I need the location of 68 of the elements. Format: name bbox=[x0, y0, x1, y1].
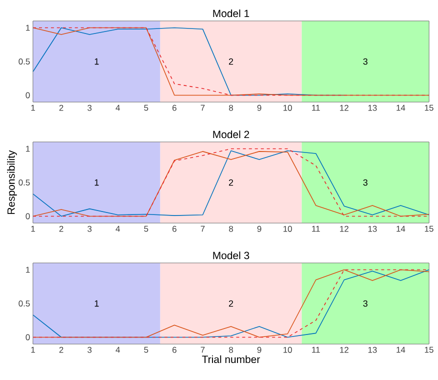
x-tick-label: 7 bbox=[200, 346, 205, 353]
x-tick-label: 13 bbox=[368, 104, 377, 111]
x-axis-title: Trial number bbox=[202, 355, 260, 364]
x-tick-label: 13 bbox=[368, 346, 377, 353]
band-label: 2 bbox=[228, 300, 234, 307]
band-label: 2 bbox=[228, 179, 234, 186]
x-tick-label: 6 bbox=[172, 104, 176, 111]
x-tick-label: 12 bbox=[340, 226, 348, 232]
y-tick-label: 0.5 bbox=[18, 58, 30, 64]
x-tick-label: 2 bbox=[59, 104, 64, 111]
x-tick-label: 1 bbox=[31, 104, 35, 111]
y-tick-label: 1 bbox=[26, 266, 30, 273]
x-tick-label: 6 bbox=[172, 346, 176, 353]
x-tick-label: 15 bbox=[424, 226, 434, 232]
y-tick-label: 0 bbox=[26, 92, 30, 98]
x-tick-label: 7 bbox=[200, 104, 205, 111]
x-tick-label: 2 bbox=[59, 346, 64, 353]
x-tick-label: 9 bbox=[257, 226, 262, 232]
x-tick-label: 12 bbox=[340, 346, 348, 353]
band-label: 1 bbox=[94, 179, 99, 186]
x-tick-label: 11 bbox=[312, 104, 320, 111]
x-tick-label: 11 bbox=[312, 346, 320, 353]
x-tick-label: 10 bbox=[284, 226, 292, 232]
x-tick-label: 13 bbox=[368, 226, 377, 232]
x-tick-label: 12 bbox=[340, 104, 348, 111]
x-tick-label: 14 bbox=[396, 346, 406, 353]
x-tick-label: 3 bbox=[88, 346, 92, 353]
x-tick-label: 3 bbox=[88, 104, 92, 111]
chart-title: Model 2 bbox=[213, 130, 250, 138]
band-label: 3 bbox=[363, 58, 368, 65]
chart-title: Model 3 bbox=[213, 251, 250, 260]
x-tick-label: 5 bbox=[144, 226, 148, 232]
x-tick-label: 14 bbox=[396, 104, 406, 111]
x-tick-label: 8 bbox=[229, 346, 233, 353]
chart-title: Model 1 bbox=[213, 9, 250, 18]
x-tick-label: 2 bbox=[59, 226, 64, 232]
x-tick-label: 5 bbox=[144, 346, 148, 353]
y-tick-label: 1 bbox=[26, 24, 30, 31]
y-tick-label: 0 bbox=[26, 334, 30, 340]
x-tick-label: 8 bbox=[229, 104, 233, 111]
y-tick-label: 0.5 bbox=[18, 300, 30, 306]
x-tick-label: 5 bbox=[144, 104, 148, 111]
x-tick-label: 4 bbox=[116, 346, 120, 353]
band-label: 3 bbox=[363, 300, 368, 307]
x-tick-label: 3 bbox=[88, 226, 92, 232]
x-tick-label: 7 bbox=[200, 226, 205, 232]
x-tick-label: 15 bbox=[424, 104, 434, 111]
y-tick-label: 0 bbox=[26, 213, 30, 220]
x-tick-label: 11 bbox=[312, 226, 320, 232]
band-label: 1 bbox=[94, 300, 99, 307]
band-label: 3 bbox=[363, 179, 368, 186]
y-axis-title: Responsibility bbox=[7, 150, 17, 214]
x-tick-label: 10 bbox=[284, 104, 292, 111]
x-tick-label: 1 bbox=[31, 226, 35, 232]
x-tick-label: 9 bbox=[257, 104, 262, 111]
x-tick-label: 15 bbox=[424, 346, 434, 353]
band-label: 1 bbox=[94, 58, 99, 65]
y-tick-label: 1 bbox=[26, 146, 30, 152]
x-tick-label: 10 bbox=[284, 346, 292, 353]
x-tick-label: 14 bbox=[396, 226, 406, 232]
x-tick-label: 4 bbox=[116, 104, 120, 111]
y-tick-label: 0.5 bbox=[18, 180, 30, 186]
x-tick-label: 4 bbox=[116, 226, 120, 232]
x-tick-label: 6 bbox=[172, 226, 176, 232]
x-tick-label: 8 bbox=[229, 226, 233, 232]
band-label: 2 bbox=[228, 58, 234, 65]
x-tick-label: 1 bbox=[31, 346, 35, 353]
x-tick-label: 9 bbox=[257, 346, 262, 353]
